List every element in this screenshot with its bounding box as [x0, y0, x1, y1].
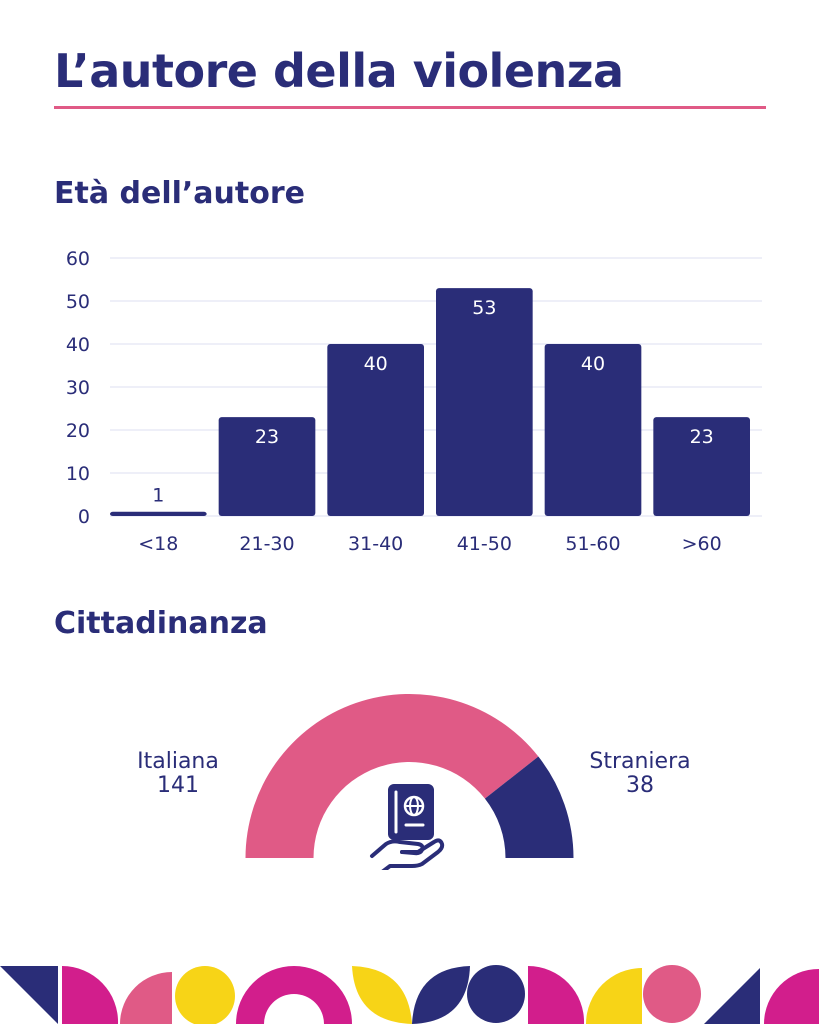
- x-tick-label: 41-50: [457, 533, 512, 555]
- donut-segment-italiana: [245, 694, 539, 858]
- x-tick-label: 21-30: [239, 533, 294, 555]
- bar->60: [653, 417, 750, 516]
- y-tick-label: 30: [66, 377, 90, 399]
- legend-straniera-value: 38: [626, 773, 654, 798]
- y-tick-label: 40: [66, 334, 90, 356]
- citizenship-half-donut: [245, 694, 574, 858]
- legend-italiana-name: Italiana: [137, 749, 219, 774]
- bar-value-label: 1: [152, 485, 164, 507]
- passport-in-hand-icon: [370, 784, 445, 870]
- age-chart-heading: Età dell’autore: [54, 176, 306, 211]
- title-underline: [54, 106, 766, 109]
- circle-shape: [175, 966, 235, 1024]
- quarter-circle-shape: [62, 966, 119, 1024]
- x-tick-label: 51-60: [565, 533, 620, 555]
- x-axis-labels: <18 21-30 31-40 41-50 51-60 >60: [138, 533, 721, 555]
- circle-shape: [643, 965, 701, 1023]
- leaf-shape: [352, 966, 412, 1024]
- bar-value-label: 23: [690, 426, 714, 448]
- bar-value-label: 40: [581, 353, 605, 375]
- y-axis-ticks: 0 10 20 30 40 50 60: [66, 248, 90, 528]
- circle-shape: [467, 965, 525, 1023]
- bar-51-60: [544, 344, 642, 516]
- legend-italiana: Italiana 141: [118, 750, 238, 798]
- bar-21-30: [218, 417, 316, 516]
- triangle-shape: [704, 968, 760, 1024]
- page-title: L’autore della violenza: [54, 44, 624, 98]
- citizenship-chart-heading: Cittadinanza: [54, 606, 268, 641]
- legend-italiana-value: 141: [157, 773, 199, 798]
- y-tick-label: 10: [66, 463, 90, 485]
- leaf-shape: [412, 966, 470, 1024]
- bar-<18: [110, 511, 207, 516]
- x-tick-label: <18: [138, 533, 178, 555]
- x-tick-label: >60: [682, 533, 722, 555]
- legend-straniera: Straniera 38: [578, 750, 702, 798]
- quarter-circle-shape: [586, 968, 642, 1024]
- y-tick-label: 50: [66, 291, 90, 313]
- arch-shape: [236, 966, 352, 1024]
- y-tick-label: 60: [66, 248, 90, 270]
- quarter-circle-shape: [764, 969, 819, 1024]
- bar-value-label: 53: [472, 297, 496, 319]
- triangle-shape: [0, 966, 58, 1024]
- y-tick-label: 0: [78, 506, 90, 528]
- decorative-shape-band: [0, 965, 819, 1024]
- x-tick-label: 31-40: [348, 533, 403, 555]
- bar-41-50: [436, 288, 533, 516]
- bar-value-label: 23: [255, 426, 279, 448]
- quarter-circle-shape: [120, 972, 172, 1024]
- bar-value-label: 40: [364, 353, 388, 375]
- bars: 1 23 40 53 40 23: [110, 288, 750, 516]
- y-tick-label: 20: [66, 420, 90, 442]
- donut-segment-straniera: [484, 756, 574, 858]
- legend-straniera-name: Straniera: [589, 749, 691, 774]
- bar-31-40: [327, 344, 424, 516]
- age-bar-chart: 0 10 20 30 40 50 60 1 23 40 53 40 23 <18 21-30 31-40 4…: [66, 248, 762, 555]
- quarter-circle-shape: [528, 966, 585, 1024]
